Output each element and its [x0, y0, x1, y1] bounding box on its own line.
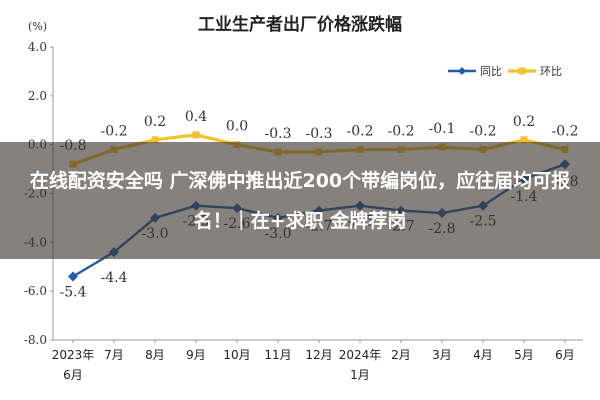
- x-tick-label: 12月: [305, 348, 332, 362]
- x-tick-label: 4月: [473, 348, 493, 362]
- mom-data-label: 0.4: [185, 109, 207, 125]
- legend-label-mom: 环比: [540, 65, 562, 78]
- mom-data-label: 0.0: [226, 119, 248, 135]
- x-tick-label: 6月: [63, 368, 83, 382]
- y-tick-label: -8.0: [24, 333, 47, 347]
- x-tick-label: 11月: [264, 348, 291, 362]
- x-tick-label: 9月: [186, 348, 206, 362]
- overlay-headline[interactable]: 在线配资安全吗 广深佛中推出近200个带编岗位，应往届均可报名！｜在+求职 金牌…: [29, 169, 571, 232]
- mom-data-label: -0.2: [470, 124, 497, 140]
- yoy-data-label: -5.4: [60, 285, 87, 301]
- x-tick-label: 8月: [145, 348, 165, 362]
- mom-data-label: -0.1: [429, 121, 456, 137]
- mom-data-label: -0.2: [552, 124, 579, 140]
- x-tick-label: 5月: [514, 348, 534, 362]
- mom-data-label: 0.2: [513, 114, 535, 130]
- x-tick-label: 3月: [432, 348, 452, 362]
- yoy-point: [68, 271, 78, 282]
- yoy-data-label: -4.4: [101, 270, 128, 286]
- y-tick-label: 4.0: [28, 40, 47, 54]
- y-tick-label: -6.0: [24, 284, 47, 298]
- mom-point: [192, 131, 200, 139]
- mom-data-label: 0.2: [144, 114, 166, 130]
- legend-marker-mom: [518, 67, 526, 75]
- x-tick-label: 2月: [391, 348, 411, 362]
- mom-point: [151, 136, 159, 144]
- overlay-banner[interactable]: 在线配资安全吗 广深佛中推出近200个带编岗位，应往届均可报名！｜在+求职 金牌…: [0, 142, 600, 259]
- y-tick-label: 2.0: [28, 89, 47, 103]
- x-tick-label: 1月: [350, 368, 370, 382]
- x-tick-label: 6月: [555, 348, 575, 362]
- mom-point: [520, 136, 528, 144]
- mom-data-label: -0.3: [265, 126, 292, 142]
- mom-data-label: -0.3: [306, 126, 333, 142]
- mom-data-label: -0.2: [388, 124, 415, 140]
- mom-data-label: -0.2: [347, 124, 374, 140]
- x-tick-label: 2024年: [339, 348, 382, 362]
- x-tick-label: 7月: [104, 348, 124, 362]
- mom-data-label: -0.2: [101, 124, 128, 140]
- chart-title: 工业生产者出厂价格涨跌幅: [198, 14, 402, 35]
- x-tick-label: 2023年: [52, 348, 95, 362]
- x-tick-label: 10月: [223, 348, 250, 362]
- legend-marker-yoy: [458, 67, 466, 75]
- y-axis-unit: (%): [28, 20, 47, 33]
- legend-label-yoy: 同比: [480, 65, 502, 78]
